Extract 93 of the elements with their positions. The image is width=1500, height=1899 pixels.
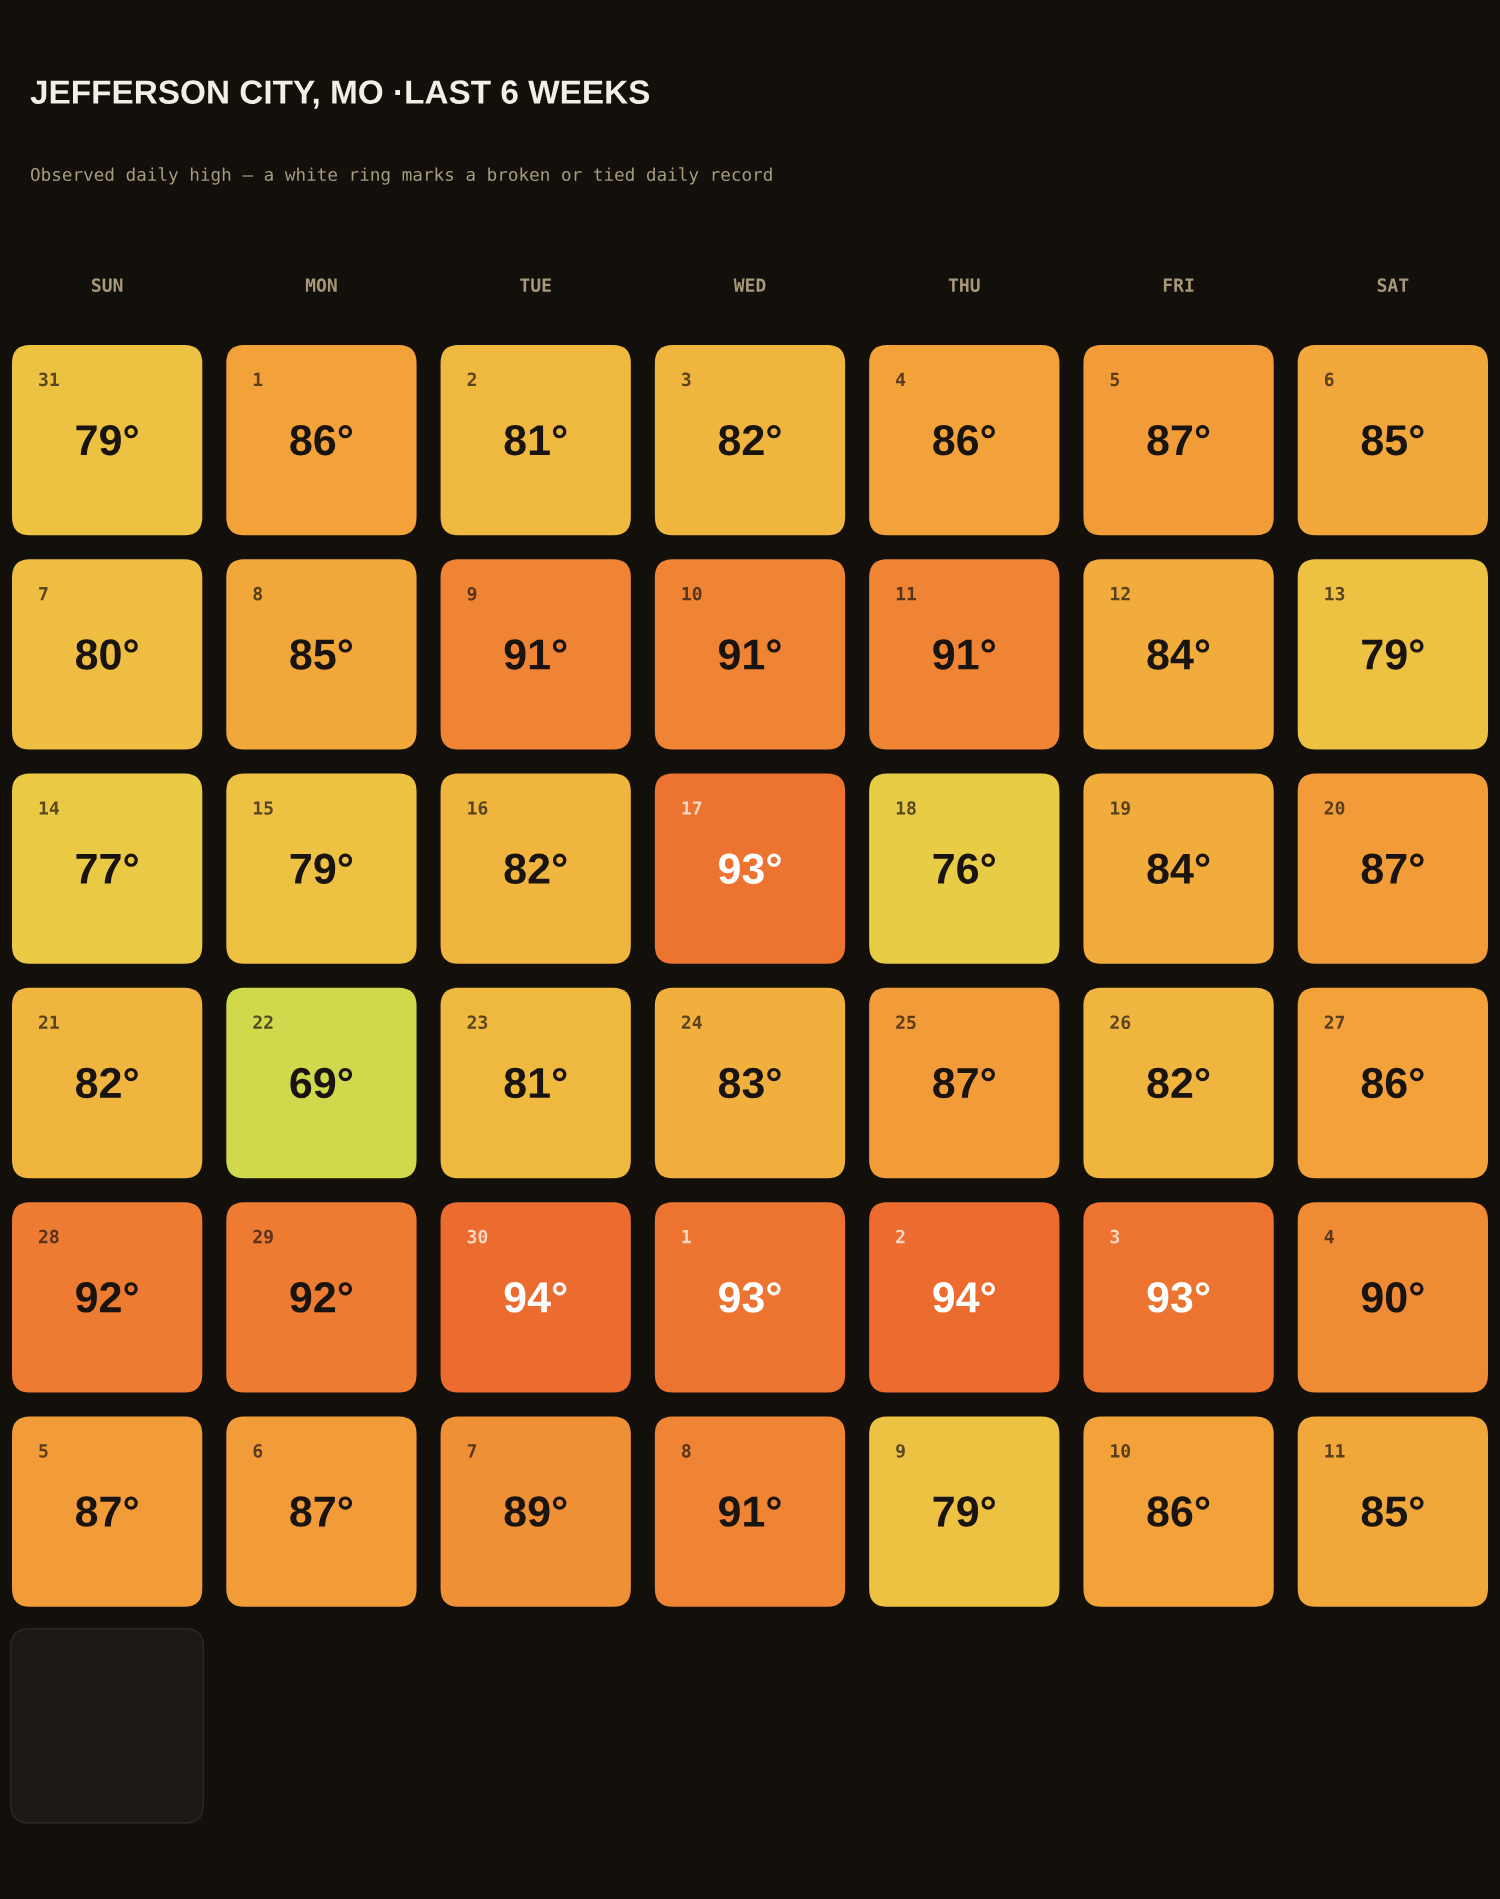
annotation: 24 xyxy=(681,1015,702,1029)
data-label: 81° xyxy=(504,424,567,456)
annotation: 28 xyxy=(39,1229,59,1244)
chart-subtitle: Observed daily high — a white ring marks a broken or tied daily record xyxy=(31,167,772,185)
annotation: 9 xyxy=(467,586,477,601)
annotation: 4 xyxy=(1324,1229,1334,1244)
chart-title: JEFFERSON CITY, MO ·LAST 6 WEEKS xyxy=(30,80,650,109)
data-label: 82° xyxy=(1147,1067,1210,1099)
annotation: 18 xyxy=(896,801,916,815)
x-tick-label: THU xyxy=(948,278,980,292)
data-label: 91° xyxy=(504,639,567,670)
annotation: 26 xyxy=(1110,1015,1131,1030)
data-label: 85° xyxy=(1361,1496,1424,1527)
annotation: 10 xyxy=(1111,1444,1131,1458)
annotation: 7 xyxy=(467,1444,477,1458)
data-label: 87° xyxy=(290,1496,353,1527)
data-label: 93° xyxy=(718,1282,781,1313)
data-label: 79° xyxy=(933,1496,995,1527)
data-label: 91° xyxy=(718,1496,781,1527)
data-label: 82° xyxy=(75,1067,138,1099)
data-label: 94° xyxy=(933,1282,995,1313)
data-label: 91° xyxy=(718,639,781,670)
annotation: 4 xyxy=(896,372,906,386)
data-label: 76° xyxy=(933,853,995,884)
annotation: 9 xyxy=(896,1444,905,1458)
data-label: 87° xyxy=(933,1067,995,1099)
data-label: 86° xyxy=(1147,1496,1210,1527)
annotation: 13 xyxy=(1325,586,1345,601)
annotation: 7 xyxy=(39,587,48,601)
annotation: 25 xyxy=(896,1015,916,1030)
annotation: 11 xyxy=(1325,1444,1345,1458)
data-label: 79° xyxy=(1362,639,1424,670)
annotation: 17 xyxy=(682,801,702,815)
annotation: 8 xyxy=(681,1444,691,1458)
annotation: 27 xyxy=(1324,1015,1345,1029)
annotation: 16 xyxy=(468,801,488,815)
annotation: 31 xyxy=(39,372,59,387)
x-tick-label: SUN xyxy=(91,278,123,292)
x-tick-label: SAT xyxy=(1377,278,1409,292)
data-label: 94° xyxy=(504,1282,567,1313)
annotation: 5 xyxy=(39,1444,48,1458)
data-label: 81° xyxy=(504,1067,567,1099)
annotation: 5 xyxy=(1110,372,1120,387)
data-label: 86° xyxy=(1361,1067,1424,1099)
data-label: 79° xyxy=(290,853,353,884)
data-label: 87° xyxy=(1147,424,1210,456)
annotation: 2 xyxy=(896,1229,905,1244)
data-label: 92° xyxy=(76,1282,138,1313)
data-label: 77° xyxy=(76,853,138,884)
annotation: 1 xyxy=(253,372,263,386)
annotation: 3 xyxy=(1110,1229,1120,1244)
data-label: 80° xyxy=(75,639,138,670)
annotation: 1 xyxy=(682,1229,691,1244)
annotation: 21 xyxy=(39,1015,59,1029)
annotation: 20 xyxy=(1324,801,1345,815)
data-label: 87° xyxy=(1361,853,1424,884)
data-label: 84° xyxy=(1147,639,1210,670)
annotation: 30 xyxy=(467,1229,488,1244)
annotation: 23 xyxy=(467,1015,488,1030)
data-label: 79° xyxy=(76,424,138,456)
data-label: 86° xyxy=(290,424,353,456)
x-tick-label: TUE xyxy=(520,278,551,292)
x-tick-label: FRI xyxy=(1163,278,1194,292)
data-label: 86° xyxy=(933,424,995,456)
annotation: 10 xyxy=(682,586,702,601)
data-label: 84° xyxy=(1147,853,1210,884)
annotation: 14 xyxy=(39,801,59,815)
annotation: 3 xyxy=(681,372,691,387)
data-label: 69° xyxy=(290,1067,353,1099)
data-label: 82° xyxy=(504,853,567,884)
annotation: 6 xyxy=(1324,372,1334,387)
annotation: 12 xyxy=(1111,586,1130,601)
data-label: 92° xyxy=(290,1282,353,1313)
data-label: 90° xyxy=(1361,1282,1424,1313)
annotation: 15 xyxy=(253,801,273,815)
data-label: 93° xyxy=(1147,1282,1210,1313)
data-label: 87° xyxy=(75,1496,138,1527)
data-label: 93° xyxy=(718,853,781,885)
data-label: 83° xyxy=(718,1067,781,1099)
annotation: 8 xyxy=(253,586,263,601)
annotation: 19 xyxy=(1111,801,1131,815)
x-tick-label: WED xyxy=(733,278,766,292)
annotation: 2 xyxy=(467,372,476,386)
annotation: 22 xyxy=(253,1015,273,1029)
data-label: 91° xyxy=(933,639,995,670)
annotation: 11 xyxy=(896,587,917,601)
x-tick-label: MON xyxy=(305,278,337,292)
annotation: 29 xyxy=(253,1229,273,1244)
annotation: 6 xyxy=(253,1444,263,1458)
data-label: 85° xyxy=(1361,424,1424,456)
data-label: 85° xyxy=(290,639,353,670)
data-label: 89° xyxy=(504,1496,567,1527)
data-label: 82° xyxy=(718,424,781,456)
